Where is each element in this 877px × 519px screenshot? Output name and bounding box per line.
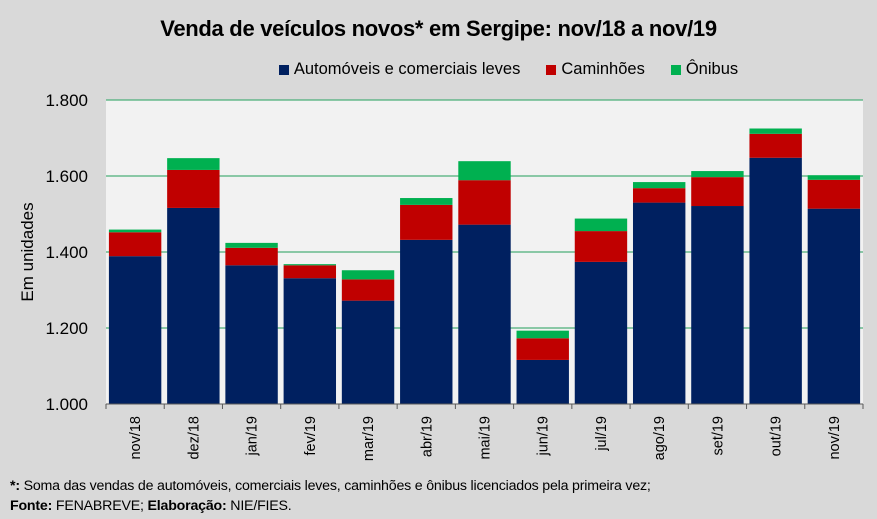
x-tick-label: ago/19 — [652, 416, 668, 460]
bar-segment-automoveis — [749, 157, 802, 404]
bar-segment-onibus — [516, 330, 569, 339]
footer-notes: *: Soma das vendas de automóveis, comerc… — [10, 476, 651, 516]
x-tick-label: fev/19 — [303, 416, 319, 456]
bar-segment-automoveis — [400, 239, 453, 404]
bar-segment-caminhoes — [458, 180, 511, 225]
x-tick-label: mar/19 — [361, 416, 377, 461]
y-tick-label: 1.600 — [45, 167, 88, 186]
y-tick-label: 1.200 — [45, 319, 88, 338]
bar-segment-caminhoes — [516, 338, 569, 360]
bar-segment-automoveis — [691, 206, 744, 404]
bar-segment-automoveis — [283, 278, 337, 404]
bar-segment-caminhoes — [400, 204, 453, 240]
bar-segment-automoveis — [574, 261, 628, 404]
bar-segment-caminhoes — [807, 179, 861, 209]
y-axis-label: Em unidades — [18, 202, 37, 301]
legend-swatch-automoveis — [278, 64, 289, 75]
bar-segment-automoveis — [108, 256, 162, 404]
bar-segment-onibus — [458, 161, 511, 181]
x-tick-label: nov/19 — [827, 416, 843, 460]
legend-label-automoveis: Automóveis e comerciais leves — [293, 60, 521, 78]
bar-segment-caminhoes — [574, 231, 628, 262]
x-tick-label: dez/18 — [186, 416, 202, 460]
bar-segment-caminhoes — [283, 265, 337, 279]
legend-swatch-onibus — [670, 64, 681, 75]
x-tick-label: abr/19 — [419, 416, 435, 457]
y-tick-label: 1.000 — [45, 395, 88, 414]
legend-item-automoveis: Automóveis e comerciais leves — [278, 60, 521, 79]
x-tick-labels: nov/18 dez/18 jan/19 fev/19 mar/19 abr/19 mai/… — [128, 416, 843, 461]
y-tick-labels: 1.000 1.200 1.400 1.600 1.800 — [45, 91, 88, 414]
elaboration-text: NIE/FIES. — [226, 498, 292, 514]
x-tick-label: jul/19 — [594, 416, 610, 452]
x-tick-label: mai/19 — [478, 416, 494, 460]
footnote: *: Soma das vendas de automóveis, comerc… — [10, 476, 651, 496]
bar-segment-onibus — [749, 128, 802, 134]
axes — [105, 403, 864, 409]
bars — [108, 128, 861, 404]
bar-segment-automoveis — [516, 359, 569, 404]
bar-segment-onibus — [167, 158, 220, 170]
bar-segment-automoveis — [807, 208, 861, 404]
elaboration-label: Elaboração: — [147, 498, 227, 514]
bar-segment-onibus — [108, 229, 162, 233]
source-text: FENABREVE; — [52, 498, 148, 514]
chart-legend: Automóveis e comerciais leves Caminhões … — [0, 60, 877, 79]
bar-segment-automoveis — [458, 224, 511, 404]
bar-segment-onibus — [807, 175, 861, 180]
bar-segment-automoveis — [632, 202, 686, 404]
source-label: Fonte: — [10, 498, 53, 514]
bar-segment-onibus — [632, 182, 686, 189]
x-tick-label: jan/19 — [245, 416, 261, 457]
x-tick-label: jun/19 — [536, 416, 552, 457]
y-tick-label: 1.800 — [45, 91, 88, 110]
bar-segment-automoveis — [225, 265, 278, 404]
bar-segment-caminhoes — [749, 133, 802, 158]
chart-title: Venda de veículos novos* em Sergipe: nov… — [160, 16, 717, 41]
footnote-text: Soma das vendas de automóveis, comerciai… — [19, 478, 651, 494]
x-tick-label: out/19 — [769, 416, 785, 456]
y-tick-label: 1.400 — [45, 243, 88, 262]
bar-segment-onibus — [225, 242, 278, 248]
legend-item-onibus: Ônibus — [670, 60, 739, 79]
bar-segment-onibus — [574, 218, 628, 232]
bar-segment-caminhoes — [691, 177, 744, 207]
legend-swatch-caminhoes — [546, 64, 557, 75]
bar-segment-caminhoes — [341, 279, 395, 301]
bar-segment-automoveis — [341, 300, 395, 404]
bar-segment-caminhoes — [167, 169, 220, 208]
x-tick-label: nov/18 — [128, 416, 144, 460]
source-line: Fonte: FENABREVE; Elaboração: NIE/FIES. — [10, 496, 651, 516]
bar-segment-caminhoes — [225, 247, 278, 266]
bar-segment-caminhoes — [632, 188, 686, 203]
footnote-marker: *: — [10, 478, 20, 494]
bar-segment-onibus — [691, 171, 744, 178]
bar-segment-onibus — [341, 270, 395, 280]
x-tick-label: set/19 — [710, 416, 726, 456]
legend-label-onibus: Ônibus — [685, 60, 739, 78]
legend-item-caminhoes: Caminhões — [546, 60, 645, 79]
bar-segment-onibus — [400, 198, 453, 205]
bar-segment-onibus — [283, 264, 337, 266]
bar-segment-caminhoes — [108, 232, 162, 257]
bar-segment-automoveis — [167, 207, 220, 404]
legend-label-caminhoes: Caminhões — [561, 60, 645, 78]
